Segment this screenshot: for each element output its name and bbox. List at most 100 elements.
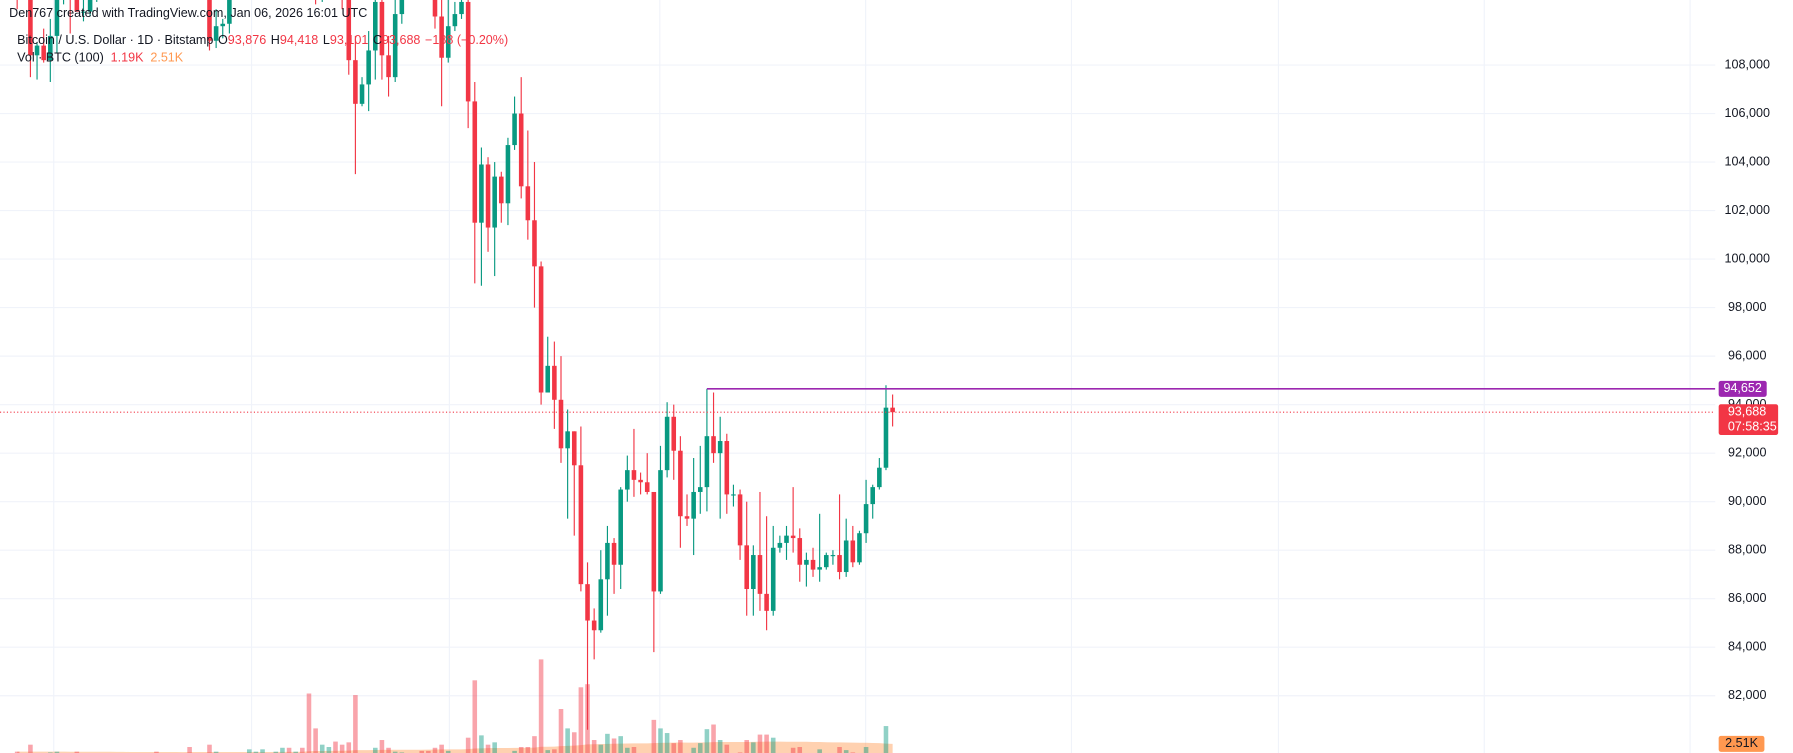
volume-bar bbox=[74, 751, 80, 753]
candle-body bbox=[87, 0, 93, 12]
candle-body bbox=[691, 491, 696, 519]
volume-bar bbox=[711, 724, 716, 753]
candle-body bbox=[571, 431, 577, 466]
volume-bar bbox=[525, 747, 531, 753]
candle-body bbox=[598, 579, 604, 631]
candle-body bbox=[512, 113, 517, 146]
y-tick-label: 98,000 bbox=[1728, 300, 1766, 314]
y-tick-label: 88,000 bbox=[1728, 543, 1766, 557]
volume-title: Vol · BTC (100) bbox=[17, 51, 104, 65]
volume-bar bbox=[339, 744, 345, 753]
y-tick-label: 84,000 bbox=[1728, 640, 1766, 654]
volume-bar bbox=[492, 742, 497, 753]
volume-bar bbox=[432, 747, 438, 753]
volume-bar bbox=[704, 729, 710, 753]
ohlc-key: L bbox=[323, 33, 330, 47]
volume-bar bbox=[426, 750, 431, 753]
candle-body bbox=[459, 1, 464, 15]
candle-body bbox=[671, 416, 677, 451]
y-tick-label: 102,000 bbox=[1725, 203, 1770, 217]
ohlc-key: H bbox=[271, 33, 280, 47]
volume-bar bbox=[346, 742, 352, 753]
ohlc-value: 93,876 bbox=[228, 33, 266, 47]
candle-body bbox=[545, 365, 551, 393]
candle-body bbox=[538, 266, 544, 393]
volume-bar bbox=[280, 747, 285, 753]
candle-body bbox=[790, 535, 796, 539]
candle-body bbox=[751, 555, 756, 590]
candle-body bbox=[804, 559, 809, 565]
candle-body bbox=[837, 555, 842, 573]
candle-body bbox=[605, 542, 610, 580]
volume-bar bbox=[273, 751, 279, 753]
y-tick-label: 96,000 bbox=[1728, 348, 1766, 362]
change: −188 (−0.20%) bbox=[425, 33, 508, 47]
candle-body bbox=[48, 35, 53, 61]
volume-bar bbox=[625, 747, 630, 753]
candle-body bbox=[373, 1, 378, 51]
volume-bar bbox=[300, 747, 305, 753]
candle-body bbox=[678, 450, 683, 517]
volume-bar bbox=[724, 744, 730, 753]
candle-body bbox=[824, 555, 829, 568]
ohlc-key: O bbox=[218, 33, 228, 47]
candle-body bbox=[777, 542, 783, 548]
volume-bar bbox=[578, 687, 584, 753]
candle-body bbox=[664, 416, 670, 471]
candle-body bbox=[445, 26, 451, 58]
candle-body bbox=[863, 504, 869, 534]
volume-bar bbox=[744, 740, 749, 753]
volume-bar bbox=[545, 750, 551, 753]
credit: Den767 created with TradingView.com, Jan… bbox=[9, 6, 367, 20]
volume-bar bbox=[439, 744, 444, 753]
candle-body bbox=[757, 555, 763, 594]
volume-bar bbox=[379, 740, 385, 753]
candle-body bbox=[41, 45, 46, 61]
volume-bar bbox=[664, 733, 670, 753]
volume-bar bbox=[313, 728, 318, 753]
volume-bar bbox=[837, 747, 842, 753]
y-tick-label: 90,000 bbox=[1728, 494, 1766, 508]
volume-bar bbox=[658, 728, 663, 753]
candle-body bbox=[479, 164, 484, 223]
volume-bar bbox=[797, 747, 803, 753]
candle-body bbox=[731, 494, 736, 496]
volume-bar bbox=[260, 749, 265, 753]
volume-bar bbox=[764, 734, 769, 753]
ohlc-key: C bbox=[373, 33, 382, 47]
candle-body bbox=[366, 50, 371, 85]
volume-bar bbox=[552, 749, 557, 753]
volume-bar bbox=[286, 747, 292, 753]
candle-body bbox=[890, 407, 895, 413]
y-tick-label: 82,000 bbox=[1728, 688, 1766, 702]
volume-bar bbox=[751, 742, 756, 753]
volume-bar bbox=[306, 693, 312, 753]
candle-body bbox=[432, 0, 438, 17]
volume-bar bbox=[631, 747, 637, 753]
candle-body bbox=[74, 0, 80, 12]
legend: Bitcoin / U.S. Dollar · 1D · Bitstamp O93… bbox=[17, 33, 508, 47]
candle-body bbox=[684, 516, 690, 519]
y-tick-label: 86,000 bbox=[1728, 591, 1766, 605]
candle-body bbox=[877, 467, 882, 488]
y-tick-label: 108,000 bbox=[1725, 57, 1770, 71]
candle-body bbox=[386, 55, 391, 78]
candle-body bbox=[658, 470, 663, 592]
ohlc-value: 94,418 bbox=[280, 33, 318, 47]
volume-bar bbox=[14, 751, 20, 753]
volume-bar bbox=[54, 751, 60, 753]
candle-body bbox=[711, 436, 716, 454]
volume-bar bbox=[353, 695, 358, 753]
candle-body bbox=[697, 487, 703, 492]
candle-body bbox=[485, 164, 491, 228]
volume-bar bbox=[651, 719, 657, 753]
volume-bar bbox=[479, 735, 484, 753]
candle-body bbox=[28, 0, 33, 56]
volume-bar bbox=[691, 747, 696, 753]
volume-bar bbox=[591, 740, 597, 753]
last-price-badge bbox=[1718, 404, 1779, 436]
volume-bar bbox=[883, 726, 889, 753]
candle-body bbox=[34, 45, 40, 56]
volume-bar bbox=[790, 747, 796, 753]
